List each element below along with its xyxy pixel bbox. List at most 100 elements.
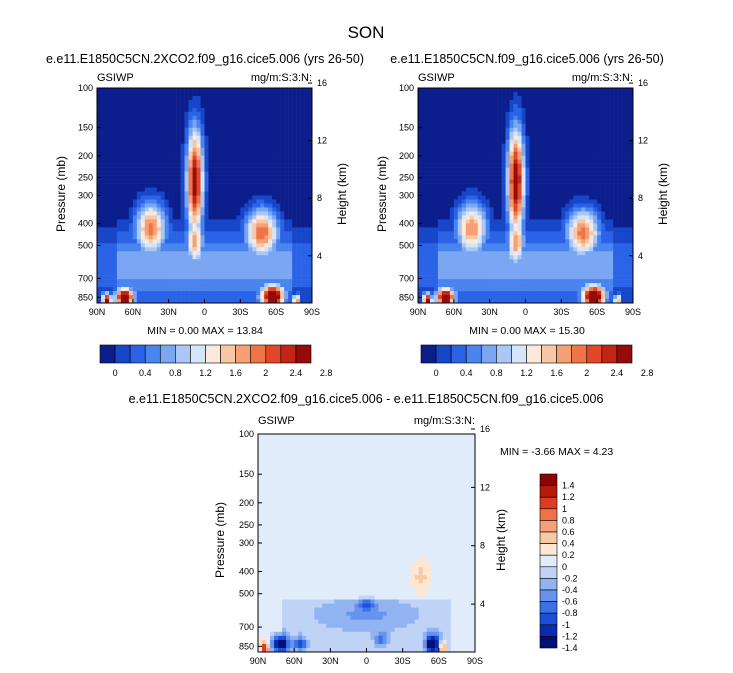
heatmap-cell (204, 127, 209, 133)
heatmap-cell (120, 151, 126, 156)
heatmap-cell (501, 99, 506, 105)
heatmap-cell (489, 243, 494, 248)
heatmap-cell (445, 219, 451, 224)
heatmap-cell (280, 195, 285, 200)
heatmap-cell (148, 183, 154, 188)
heatmap-cell (521, 283, 526, 288)
heatmap-cell (240, 215, 245, 220)
heatmap-cell (168, 187, 173, 192)
heatmap-cell (513, 139, 518, 145)
heatmap-cell (557, 231, 562, 236)
heatmap-cell (489, 291, 494, 296)
heatmap-cell (228, 195, 233, 200)
heatmap-cell (228, 103, 233, 109)
heatmap-cell (152, 251, 158, 256)
heatmap-cell (132, 103, 138, 109)
heatmap-cell (264, 187, 269, 192)
heatmap-cell (192, 99, 197, 105)
heatmap-cell (272, 99, 277, 105)
heatmap-cell (429, 223, 435, 228)
heatmap-cell (224, 287, 229, 292)
heatmap-cell (517, 119, 522, 125)
heatmap-cell (136, 147, 142, 152)
heatmap-cell (493, 88, 498, 93)
heatmap-cell (160, 155, 165, 160)
heatmap-cell (481, 135, 486, 141)
heatmap-cell (120, 143, 126, 149)
heatmap-cell (248, 275, 253, 280)
heatmap-cell (236, 231, 241, 236)
heatmap-cell (116, 243, 122, 248)
heatmap-cell (140, 231, 146, 236)
heatmap-cell (188, 103, 193, 109)
heatmap-cell (136, 159, 142, 164)
heatmap-cell (433, 159, 439, 164)
heatmap-cell (425, 135, 431, 141)
heatmap-cell (252, 271, 257, 276)
heatmap-cell (445, 271, 451, 276)
heatmap-cell (537, 247, 542, 252)
heatmap-cell (208, 95, 213, 101)
heatmap-cell (533, 207, 538, 212)
heatmap-cell (184, 123, 189, 129)
heatmap-cell (437, 123, 443, 129)
heatmap-cell (136, 291, 142, 296)
heatmap-cell (521, 119, 526, 125)
heatmap-cell (292, 279, 297, 284)
heatmap-cell (433, 171, 439, 176)
heatmap-cell (525, 219, 530, 224)
heatmap-cell (477, 107, 482, 113)
heatmap-cell (425, 215, 431, 220)
heatmap-cell (300, 175, 305, 180)
heatmap-cell (493, 247, 498, 252)
heatmap-cell (485, 179, 490, 184)
heatmap-cell (433, 143, 439, 149)
y-right-tick-label: 12 (317, 136, 327, 146)
heatmap-cell (180, 223, 185, 228)
heatmap-cell (449, 255, 455, 260)
heatmap-cell (220, 135, 225, 141)
heatmap-cell (232, 139, 237, 145)
heatmap-cell (485, 139, 490, 145)
heatmap-cell (449, 219, 455, 224)
heatmap-cell (220, 243, 225, 248)
heatmap-cell (212, 199, 217, 204)
heatmap-cell (304, 187, 309, 192)
heatmap-cell (128, 203, 134, 208)
heatmap-cell (521, 91, 526, 97)
heatmap-cell (308, 119, 313, 125)
heatmap-cell (418, 199, 423, 204)
heatmap-cell (533, 247, 538, 252)
heatmap-cell (228, 175, 233, 180)
heatmap-cell (236, 243, 241, 248)
heatmap-cell (557, 299, 562, 304)
heatmap-cell (276, 243, 281, 248)
heatmap-cell (164, 243, 169, 248)
heatmap-cell (256, 263, 261, 268)
heatmap-cell (481, 195, 486, 200)
y-axis-right-label: Height (km) (335, 163, 349, 225)
heatmap-cell (168, 235, 173, 240)
heatmap-cell (497, 203, 502, 208)
heatmap-cell (140, 207, 146, 212)
min-max-text: MIN = 0.00 MAX = 13.84 (147, 325, 263, 337)
heatmap-cell (104, 219, 110, 224)
heatmap-cell (112, 239, 118, 244)
heatmap-cell (308, 88, 313, 93)
heatmap-cell (172, 175, 177, 180)
heatmap-cell (501, 119, 506, 125)
heatmap-cell (112, 207, 118, 212)
heatmap-cell (308, 183, 313, 188)
heatmap-cell (100, 99, 106, 105)
heatmap-cell (437, 183, 443, 188)
heatmap-cell (553, 135, 558, 141)
heatmap-cell (300, 287, 305, 292)
heatmap-cell (493, 103, 498, 109)
heatmap-cell (132, 143, 138, 149)
heatmap-cell (160, 267, 165, 272)
heatmap-cell (433, 195, 439, 200)
heatmap-cell (418, 123, 423, 129)
heatmap-cell (445, 295, 451, 300)
heatmap-cell (248, 251, 253, 256)
heatmap-cell (180, 271, 185, 276)
